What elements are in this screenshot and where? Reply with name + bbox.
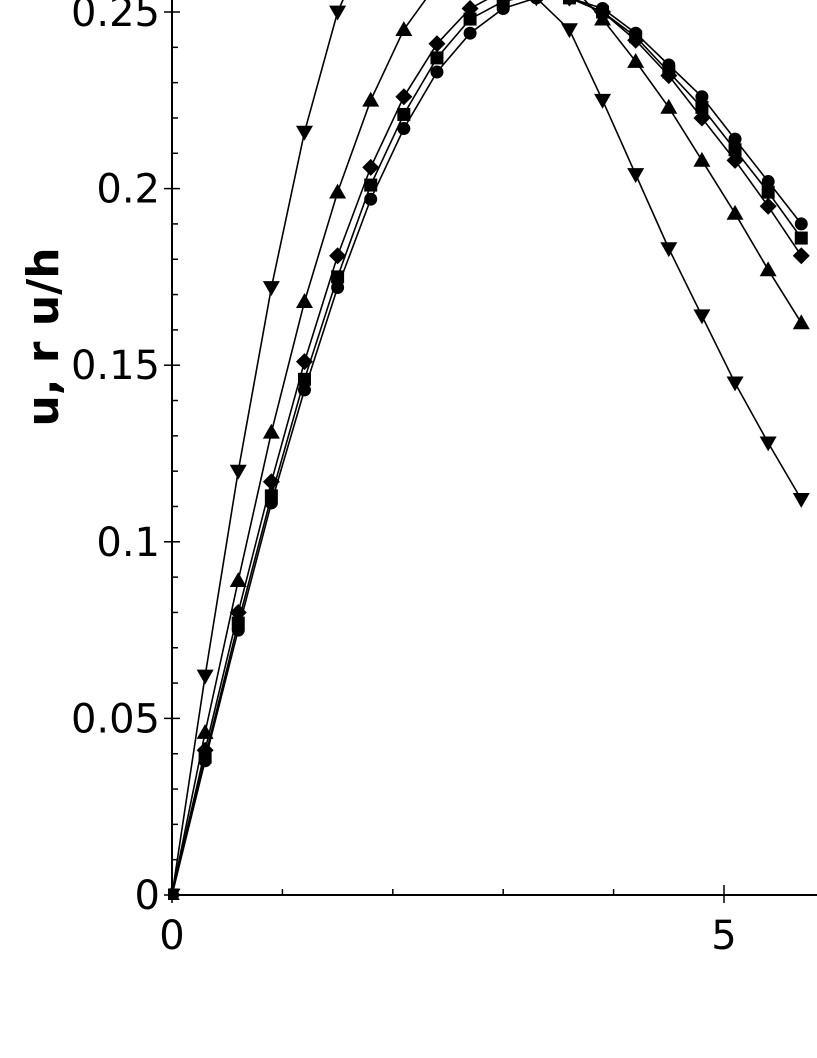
triangle-up-marker <box>229 572 247 588</box>
square-marker <box>728 143 742 157</box>
series-triangle-up <box>168 0 810 900</box>
diamond-marker <box>229 603 247 621</box>
triangle-up-marker <box>196 724 214 739</box>
diamond-marker <box>792 247 810 265</box>
y-tick-label: 0.25 <box>71 0 160 36</box>
series-line-triangle-down <box>171 0 802 896</box>
square-marker <box>761 185 775 199</box>
triangle-down-marker <box>792 493 810 508</box>
y-tick-label: 0 <box>135 873 160 919</box>
diamond-marker <box>627 31 645 49</box>
triangle-down-marker <box>295 125 313 141</box>
square-marker <box>364 178 378 192</box>
diamond-marker <box>759 197 777 215</box>
square-marker <box>331 270 345 284</box>
axes <box>171 0 817 896</box>
triangle-down-marker <box>594 93 612 109</box>
y-tick-label: 0.1 <box>96 520 160 566</box>
y-axis-title: u, r u/h <box>18 247 69 426</box>
circle-marker <box>397 122 411 136</box>
square-marker <box>496 0 510 8</box>
square-marker <box>794 231 808 245</box>
circle-marker <box>695 90 709 104</box>
circle-marker <box>794 217 808 231</box>
square-marker <box>397 107 411 121</box>
triangle-down-marker <box>196 669 214 685</box>
series-triangle-down <box>168 0 810 900</box>
x-tick-label: 0 <box>159 913 184 959</box>
diamond-marker <box>395 88 413 106</box>
triangle-down-marker <box>693 309 711 325</box>
series-diamond <box>168 0 810 900</box>
diamond-marker <box>461 0 479 17</box>
y-tick-label: 0.05 <box>71 696 160 742</box>
triangle-down-marker <box>560 23 578 39</box>
data-series <box>168 0 810 900</box>
series-line-diamond <box>171 0 802 896</box>
triangle-up-marker <box>362 91 380 107</box>
x-tick-label: 5 <box>711 913 736 959</box>
circle-marker <box>463 26 477 40</box>
triangle-down-marker <box>660 242 678 258</box>
square-marker <box>695 100 709 114</box>
triangle-down-marker <box>627 168 645 183</box>
tick-marks <box>164 11 725 903</box>
triangle-up-marker <box>594 10 612 26</box>
diamond-marker <box>329 247 347 265</box>
triangle-down-marker <box>759 436 777 452</box>
tick-labels: 0 0.05 0.1 0.15 0.2 0.25 0 5 <box>71 0 737 959</box>
diamond-marker <box>693 109 711 127</box>
diamond-marker <box>262 473 280 491</box>
triangle-down-marker <box>229 464 247 480</box>
circle-marker <box>331 280 345 294</box>
series-line-square <box>171 0 802 896</box>
square-marker <box>463 12 477 26</box>
diamond-marker <box>660 67 678 85</box>
triangle-down-marker <box>726 376 744 392</box>
y-tick-label: 0.15 <box>71 343 160 389</box>
triangle-up-marker <box>693 151 711 167</box>
circle-marker <box>761 175 775 189</box>
triangle-up-marker <box>329 183 347 199</box>
diamond-marker <box>428 35 446 53</box>
diamond-marker <box>726 151 744 169</box>
triangle-up-marker <box>395 21 413 37</box>
triangle-up-marker <box>792 314 810 330</box>
triangle-down-marker <box>168 888 181 900</box>
triangle-down-marker <box>329 5 347 21</box>
triangle-up-marker <box>295 293 313 308</box>
series-circle <box>168 0 808 900</box>
series-square <box>168 0 808 900</box>
circle-marker <box>430 65 444 79</box>
triangle-up-marker <box>726 204 744 220</box>
y-tick-label: 0.2 <box>96 167 160 213</box>
diamond-marker <box>362 158 380 176</box>
circle-marker <box>728 132 742 146</box>
triangle-up-marker <box>262 423 280 439</box>
triangle-down-marker <box>532 0 540 7</box>
series-line-circle <box>171 0 802 896</box>
diamond-marker <box>295 353 313 371</box>
diamond-marker <box>563 0 576 7</box>
square-marker <box>430 51 444 65</box>
triangle-up-marker <box>759 261 777 277</box>
series-line-triangle-up <box>171 0 802 896</box>
triangle-up-marker <box>660 98 678 114</box>
triangle-down-marker <box>262 281 280 296</box>
triangle-up-marker <box>627 52 645 68</box>
